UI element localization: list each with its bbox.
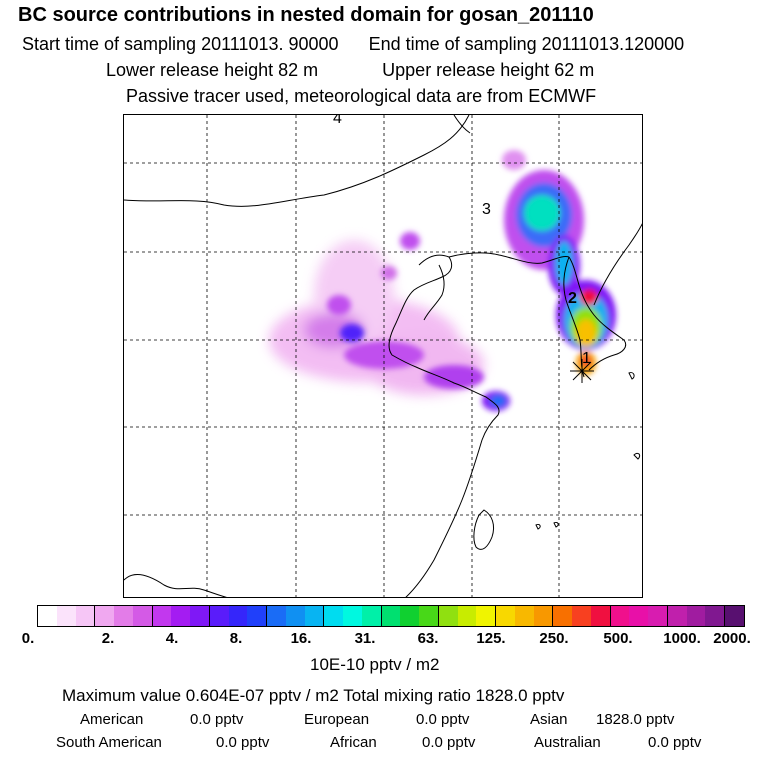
- colorbar-label: 125.: [476, 630, 505, 647]
- colorbar-segment: [439, 606, 458, 626]
- colorbar-segment: [400, 606, 419, 626]
- region-name: African: [330, 734, 377, 751]
- start-time: Start time of sampling 20111013. 90000: [22, 34, 339, 54]
- colorbar-segment: [38, 606, 57, 626]
- colorbar-segment: [76, 606, 96, 626]
- colorbar-segment: [611, 606, 630, 626]
- colorbar-label: 250.: [539, 630, 568, 647]
- region-value: 0.0 pptv: [422, 734, 475, 751]
- region-value: 0.0 pptv: [648, 734, 701, 751]
- colorbar-segment: [95, 606, 114, 626]
- colorbar-segment: [687, 606, 706, 626]
- colorbar-segment: [324, 606, 343, 626]
- region-value: 0.0 pptv: [216, 734, 269, 751]
- marker-4: 4: [333, 115, 342, 127]
- colorbar-segment: [382, 606, 401, 626]
- colorbar-segment: [343, 606, 362, 626]
- colorbar-segment: [267, 606, 286, 626]
- colorbar-segment: [725, 606, 744, 626]
- colorbar-segment: [629, 606, 648, 626]
- colorbar-segment: [705, 606, 725, 626]
- marker-3: 3: [482, 201, 491, 218]
- max-value-line: Maximum value 0.604E-07 pptv / m2 Total …: [62, 686, 564, 706]
- colorbar-label: 0.: [22, 630, 35, 647]
- colorbar-segment: [419, 606, 439, 626]
- colorbar-segment: [553, 606, 572, 626]
- release-heights: Lower release height 82 m Upper release …: [106, 60, 594, 81]
- colorbar: [37, 605, 745, 627]
- colorbar-units: 10E-10 pptv / m2: [310, 655, 439, 675]
- colorbar-label: 16.: [291, 630, 312, 647]
- colorbar-label: 2.: [102, 630, 115, 647]
- colorbar-segment: [515, 606, 534, 626]
- map-panel: 1 2 3 4: [123, 114, 643, 598]
- colorbar-label: 4.: [166, 630, 179, 647]
- colorbar-segment: [362, 606, 382, 626]
- colorbar-segment: [114, 606, 133, 626]
- colorbar-segment: [591, 606, 611, 626]
- colorbar-label: 2000.: [713, 630, 751, 647]
- colorbar-segment: [133, 606, 153, 626]
- tracer-note: Passive tracer used, meteorological data…: [126, 86, 596, 107]
- colorbar-segment: [572, 606, 591, 626]
- region-value: 1828.0 pptv: [596, 711, 674, 728]
- colorbar-segment: [305, 606, 325, 626]
- colorbar-segment: [458, 606, 477, 626]
- colorbar-label: 1000.: [663, 630, 701, 647]
- upper-release-height: Upper release height 62 m: [382, 60, 594, 80]
- region-name: European: [304, 711, 369, 728]
- region-name: South American: [56, 734, 162, 751]
- colorbar-segment: [57, 606, 76, 626]
- colorbar-segment: [229, 606, 248, 626]
- sampling-times: Start time of sampling 20111013. 90000 E…: [22, 34, 684, 55]
- region-value: 0.0 pptv: [190, 711, 243, 728]
- colorbar-segment: [668, 606, 687, 626]
- colorbar-segment: [153, 606, 172, 626]
- colorbar-segment: [648, 606, 668, 626]
- figure-title: BC source contributions in nested domain…: [18, 4, 594, 27]
- region-name: American: [80, 711, 143, 728]
- colorbar-segment: [190, 606, 210, 626]
- region-name: Asian: [530, 711, 568, 728]
- colorbar-label: 31.: [355, 630, 376, 647]
- colorbar-label: 63.: [418, 630, 439, 647]
- region-value: 0.0 pptv: [416, 711, 469, 728]
- colorbar-segment: [210, 606, 229, 626]
- end-time: End time of sampling 20111013.120000: [369, 34, 685, 54]
- region-name: Australian: [534, 734, 601, 751]
- colorbar-label: 500.: [603, 630, 632, 647]
- map-canvas: 1 2 3 4: [124, 115, 643, 598]
- colorbar-segment: [534, 606, 554, 626]
- colorbar-segment: [286, 606, 305, 626]
- colorbar-segment: [476, 606, 496, 626]
- colorbar-segment: [247, 606, 267, 626]
- colorbar-segment: [171, 606, 190, 626]
- colorbar-segment: [496, 606, 515, 626]
- lower-release-height: Lower release height 82 m: [106, 60, 318, 80]
- marker-2: 2: [568, 290, 577, 307]
- colorbar-label: 8.: [230, 630, 243, 647]
- marker-1: 1: [582, 350, 591, 367]
